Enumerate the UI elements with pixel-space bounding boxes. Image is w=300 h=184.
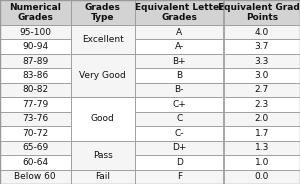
Text: Good: Good — [91, 114, 115, 123]
Text: B-: B- — [175, 85, 184, 94]
Text: 95-100: 95-100 — [19, 28, 51, 37]
Bar — [224, 169, 300, 184]
Bar — [224, 39, 300, 54]
Text: A: A — [176, 28, 182, 37]
Text: Below 60: Below 60 — [14, 172, 56, 181]
Text: C+: C+ — [172, 100, 186, 109]
Bar — [70, 54, 135, 97]
Bar — [224, 155, 300, 169]
Bar — [135, 112, 224, 126]
Text: 1.0: 1.0 — [255, 158, 269, 167]
Text: A-: A- — [175, 42, 184, 51]
Bar — [224, 25, 300, 39]
Text: 77-79: 77-79 — [22, 100, 48, 109]
Text: Excellent: Excellent — [82, 35, 124, 44]
Text: Pass: Pass — [93, 151, 112, 160]
Bar — [135, 126, 224, 141]
Bar — [135, 169, 224, 184]
Text: 87-89: 87-89 — [22, 56, 48, 66]
Bar — [0, 97, 70, 112]
Bar — [70, 169, 135, 184]
Bar — [0, 169, 70, 184]
Bar — [70, 141, 135, 169]
Text: B: B — [176, 71, 182, 80]
Text: Equivalent Grade
Points: Equivalent Grade Points — [218, 3, 300, 22]
Bar — [0, 39, 70, 54]
Bar — [0, 68, 70, 83]
Bar — [0, 112, 70, 126]
Bar — [70, 0, 135, 25]
Bar — [135, 97, 224, 112]
Bar — [135, 0, 224, 25]
Bar — [135, 141, 224, 155]
Bar — [224, 83, 300, 97]
Bar — [224, 68, 300, 83]
Text: 1.3: 1.3 — [255, 143, 269, 152]
Bar — [135, 39, 224, 54]
Text: 73-76: 73-76 — [22, 114, 48, 123]
Bar — [224, 97, 300, 112]
Text: 83-86: 83-86 — [22, 71, 48, 80]
Text: 90-94: 90-94 — [22, 42, 48, 51]
Text: 70-72: 70-72 — [22, 129, 48, 138]
Bar — [70, 25, 135, 54]
Bar — [0, 155, 70, 169]
Bar — [0, 126, 70, 141]
Bar — [135, 83, 224, 97]
Text: 2.0: 2.0 — [255, 114, 269, 123]
Text: C-: C- — [175, 129, 184, 138]
Bar — [135, 54, 224, 68]
Bar — [224, 112, 300, 126]
Text: 1.7: 1.7 — [255, 129, 269, 138]
Bar — [135, 25, 224, 39]
Text: Numerical
Grades: Numerical Grades — [9, 3, 61, 22]
Bar — [224, 0, 300, 25]
Bar — [0, 25, 70, 39]
Bar — [0, 54, 70, 68]
Text: Very Good: Very Good — [80, 71, 126, 80]
Bar — [0, 0, 70, 25]
Bar — [70, 97, 135, 141]
Text: 3.0: 3.0 — [255, 71, 269, 80]
Bar — [0, 141, 70, 155]
Text: 4.0: 4.0 — [255, 28, 269, 37]
Text: 60-64: 60-64 — [22, 158, 48, 167]
Text: F: F — [177, 172, 182, 181]
Text: 3.7: 3.7 — [255, 42, 269, 51]
Bar — [135, 155, 224, 169]
Bar — [224, 126, 300, 141]
Text: 80-82: 80-82 — [22, 85, 48, 94]
Bar — [224, 54, 300, 68]
Text: 65-69: 65-69 — [22, 143, 48, 152]
Text: Grades
Type: Grades Type — [85, 3, 121, 22]
Bar — [135, 68, 224, 83]
Text: 2.3: 2.3 — [255, 100, 269, 109]
Text: Fail: Fail — [95, 172, 110, 181]
Text: 2.7: 2.7 — [255, 85, 269, 94]
Bar — [224, 141, 300, 155]
Bar — [0, 83, 70, 97]
Text: D+: D+ — [172, 143, 186, 152]
Text: 0.0: 0.0 — [255, 172, 269, 181]
Text: Equivalent Letter
Grades: Equivalent Letter Grades — [135, 3, 224, 22]
Text: D: D — [176, 158, 183, 167]
Text: C: C — [176, 114, 182, 123]
Text: 3.3: 3.3 — [255, 56, 269, 66]
Text: B+: B+ — [172, 56, 186, 66]
